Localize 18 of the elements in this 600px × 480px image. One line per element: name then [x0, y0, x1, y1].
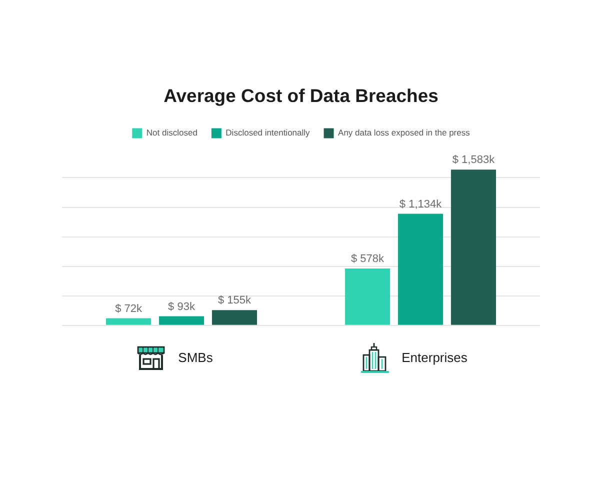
bar — [212, 310, 257, 325]
x-tick-label: SMBs — [178, 350, 214, 365]
bar — [398, 214, 444, 325]
chart-title: Average Cost of Data Breaches — [164, 85, 438, 106]
bar — [450, 170, 496, 325]
bar — [345, 268, 390, 325]
data-label: $ 93k — [168, 300, 196, 313]
x-tick-label: Enterprises — [402, 350, 468, 365]
data-label: $ 155k — [218, 294, 252, 307]
legend-label: Not disclosed — [146, 128, 198, 138]
data-label: $ 1,583k — [452, 154, 496, 166]
bar — [106, 318, 152, 325]
legend-label: Any data loss exposed in the press — [338, 128, 470, 138]
legend-label: Disclosed intentionally — [226, 128, 311, 138]
data-label: $ 578k — [351, 253, 385, 266]
bar — [158, 316, 204, 325]
data-label: $ 72k — [115, 302, 142, 315]
data-label: $ 1,134k — [399, 198, 442, 210]
